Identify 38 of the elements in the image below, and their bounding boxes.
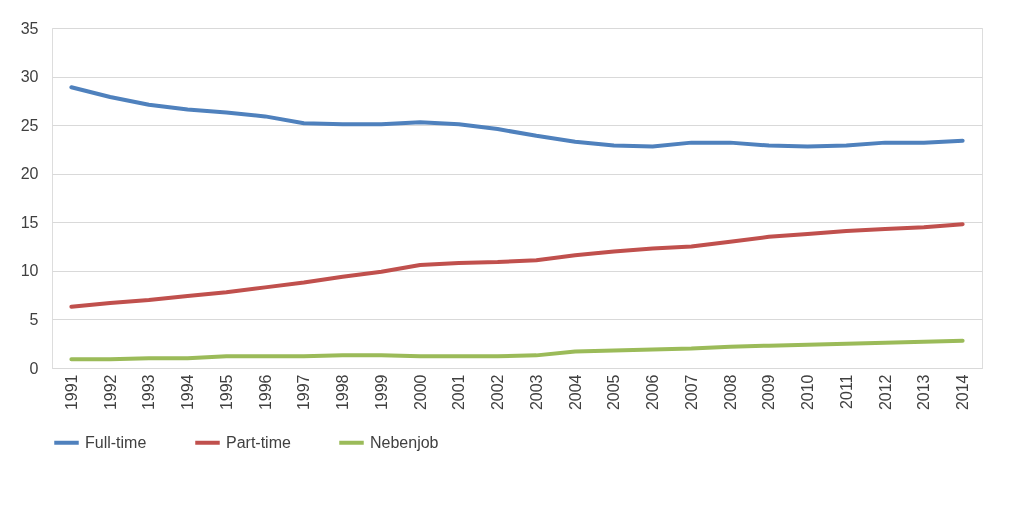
x-tick-label: 2008 [721, 374, 739, 411]
x-tick-label: 2011 [837, 374, 855, 409]
x-tick-label: 2000 [411, 374, 429, 411]
x-tick-label: 2009 [760, 374, 778, 411]
y-tick-label: 5 [29, 310, 39, 328]
x-tick-label: 1997 [295, 374, 313, 411]
y-tick-label: 35 [20, 19, 39, 37]
x-tick-label: 2006 [644, 374, 662, 411]
y-tick-label: 25 [20, 116, 39, 134]
line-series [69, 338, 965, 362]
x-tick-label: 1996 [256, 374, 274, 411]
x-tick-label: 1999 [372, 374, 390, 411]
y-tick-label: 30 [20, 68, 39, 86]
x-tick-label: 2004 [566, 374, 584, 411]
x-tick-label: 1992 [101, 374, 119, 411]
x-tick-label: 2003 [527, 374, 545, 411]
line-series [69, 85, 965, 149]
x-tick-label: 2002 [489, 374, 507, 411]
x-tick-label: 2010 [799, 374, 817, 411]
x-tick-label: 1991 [62, 374, 80, 411]
x-tick-label: 1998 [334, 374, 352, 411]
x-tick-label: 2007 [682, 374, 700, 411]
x-tick-label: 1994 [179, 374, 197, 411]
x-tick-label: 1993 [140, 374, 158, 411]
line-series [69, 222, 965, 309]
x-tick-label: 2005 [605, 374, 623, 411]
legend-label: Full-time [85, 433, 147, 451]
y-tick-label: 0 [29, 359, 39, 377]
legend-label: Nebenjob [370, 433, 439, 451]
y-tick-label: 15 [20, 213, 39, 231]
legend-label: Part-time [226, 433, 291, 451]
y-tick-label: 10 [20, 262, 39, 280]
x-tick-label: 2013 [915, 374, 933, 411]
x-tick-label: 2014 [954, 374, 972, 411]
y-tick-label: 20 [20, 165, 39, 183]
x-tick-label: 2012 [876, 374, 894, 411]
x-tick-label: 1995 [217, 374, 235, 411]
x-tick-label: 2001 [450, 374, 468, 411]
